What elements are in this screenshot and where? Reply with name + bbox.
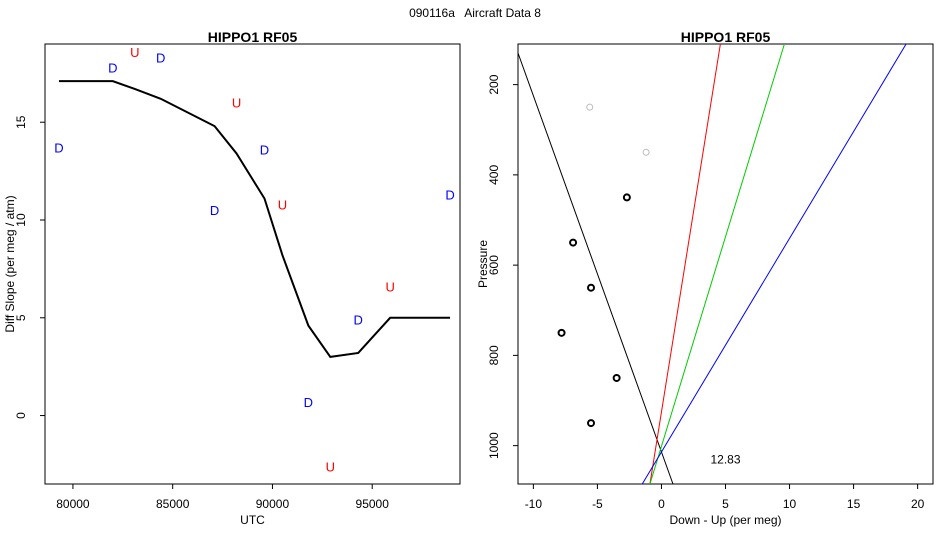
figure-heading: Aircraft Data 8	[464, 6, 541, 20]
right-plot-frame	[517, 43, 934, 485]
right-x-tick-label: -10	[525, 497, 543, 511]
left-x-tick-label: 95000	[356, 497, 390, 511]
left-data-point-D: D	[304, 395, 313, 410]
right-fit-line-2	[649, 44, 785, 484]
left-data-point-D: D	[54, 141, 63, 156]
left-data-point-D: D	[108, 60, 117, 75]
left-data-point-U: U	[278, 197, 287, 212]
left-y-axis-label: Diff Slope (per meg / atm)	[3, 195, 17, 332]
left-data-point-U: U	[130, 45, 139, 60]
right-fit-line-0	[518, 52, 674, 484]
left-y-tick-label: 10	[14, 213, 28, 227]
left-x-axis-label: UTC	[240, 513, 265, 527]
right-x-tick-label: 10	[783, 497, 797, 511]
right-x-tick-label: 20	[911, 497, 925, 511]
left-x-tick-label: 80000	[56, 497, 90, 511]
right-data-point	[557, 328, 566, 337]
right-data-point	[612, 373, 621, 382]
right-x-tick-label: 15	[847, 497, 861, 511]
left-plot-frame	[44, 43, 461, 485]
right-x-axis-label: Down - Up (per meg)	[669, 513, 781, 527]
left-x-tick-label: 90000	[256, 497, 290, 511]
left-data-point-D: D	[210, 203, 219, 218]
right-y-tick-label: 400	[487, 165, 501, 185]
left-smooth-line	[58, 80, 451, 358]
right-fit-line-1	[649, 44, 721, 484]
right-data-point	[587, 419, 596, 428]
right-y-tick-label: 1000	[487, 432, 501, 459]
left-chart-group: HIPPO1 RF05 80000 85000 90000 95000 0 5 10 15 UTC…	[3, 29, 461, 527]
left-data-point-D: D	[260, 143, 269, 158]
right-data-point	[642, 148, 650, 156]
left-y-tick-label: 15	[14, 115, 28, 129]
figure-id: 090116a	[409, 6, 455, 20]
left-data-point-U: U	[385, 279, 394, 294]
right-x-tick-label: -5	[592, 497, 603, 511]
right-fit-line-3	[641, 44, 907, 484]
left-data-point-U: U	[232, 96, 241, 111]
right-y-tick-label: 800	[487, 345, 501, 365]
left-data-point-D: D	[354, 313, 363, 328]
right-annotation-value: 12.83	[710, 453, 740, 467]
right-x-tick-label: 0	[658, 497, 665, 511]
left-data-point-D: D	[445, 188, 454, 203]
left-y-tick-label: 5	[14, 314, 28, 321]
left-x-tick-label: 85000	[156, 497, 190, 511]
right-data-point	[622, 193, 631, 202]
right-data-point	[569, 238, 578, 247]
right-chart-title: HIPPO1 RF05	[681, 29, 771, 45]
right-y-tick-label: 600	[487, 255, 501, 275]
right-y-tick-label: 200	[487, 74, 501, 94]
right-chart-group: HIPPO1 RF05 -10 -5 0 5 10 15 20 200 400 600 800 1000…	[476, 29, 934, 527]
figure-title: 090116a Aircraft Data 8	[0, 6, 950, 20]
right-fit-lines	[518, 44, 907, 484]
right-data-point	[586, 103, 594, 111]
right-data-point	[587, 283, 596, 292]
right-x-tick-label: 5	[722, 497, 729, 511]
left-data-point-D: D	[156, 51, 165, 66]
left-data-point-U: U	[326, 459, 335, 474]
right-y-axis-label: Pressure	[476, 240, 490, 288]
left-y-tick-label: 0	[14, 412, 28, 419]
left-chart-title: HIPPO1 RF05	[208, 29, 298, 45]
